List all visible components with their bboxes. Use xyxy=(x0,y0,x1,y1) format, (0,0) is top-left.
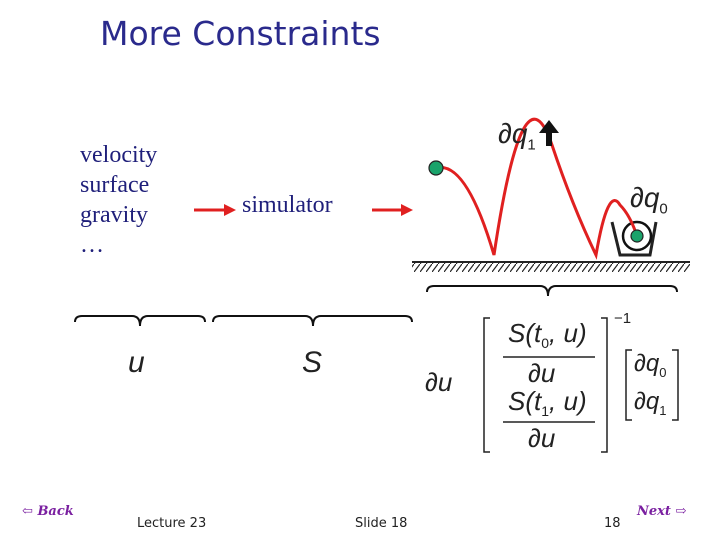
arrow-icon xyxy=(539,120,559,146)
input-velocity: velocity xyxy=(80,142,158,168)
input-list: velocity surface gravity … xyxy=(80,140,157,260)
simulator-label: simulator xyxy=(242,192,333,218)
back-button-label: Back xyxy=(37,504,74,519)
ground-surface xyxy=(412,261,690,272)
input-ellipsis: … xyxy=(80,232,104,258)
next-arrow-icon: ⇨ xyxy=(675,504,687,519)
footer-slide: Slide 18 xyxy=(355,516,408,531)
bucket-icon xyxy=(610,221,658,257)
input-surface: surface xyxy=(80,172,150,198)
arrow-to-scene xyxy=(372,204,413,216)
brace-label-s: S xyxy=(302,346,323,379)
next-button[interactable]: Next ⇨ xyxy=(637,504,686,519)
row2-numerator: S(t1, u) xyxy=(508,386,587,420)
target-ring-icon xyxy=(621,220,653,252)
brace-s xyxy=(212,315,413,327)
arrow-to-simulator xyxy=(194,204,236,216)
row1-denominator: ∂u xyxy=(528,358,556,388)
row1-numerator: S(t0, u) xyxy=(508,318,587,352)
input-gravity: gravity xyxy=(80,202,148,228)
brace-scene xyxy=(426,285,678,297)
delta-q0-label: ∂q0 xyxy=(630,182,668,218)
vector-q0: ∂q0 xyxy=(634,350,667,380)
end-ball-icon xyxy=(630,229,644,243)
brace-label-u: u xyxy=(128,346,145,379)
trajectory-path xyxy=(435,117,639,260)
vector-q1: ∂q1 xyxy=(634,388,667,418)
start-ball-icon xyxy=(428,160,444,176)
footer-lecture: Lecture 23 xyxy=(137,516,207,531)
slide-title: More Constraints xyxy=(100,14,381,53)
delta-q1-label: ∂q1 xyxy=(498,118,536,154)
back-button[interactable]: ⇦ Back xyxy=(22,504,74,519)
brace-u xyxy=(74,315,206,327)
back-arrow-icon: ⇦ xyxy=(22,504,33,519)
footer-page-number: 18 xyxy=(604,516,621,531)
matrix-brackets xyxy=(483,317,679,453)
next-button-label: Next xyxy=(637,504,671,519)
inverse-exponent: −1 xyxy=(614,310,632,327)
delta-u-label: ∂u xyxy=(425,367,453,397)
row2-denominator: ∂u xyxy=(528,423,556,453)
